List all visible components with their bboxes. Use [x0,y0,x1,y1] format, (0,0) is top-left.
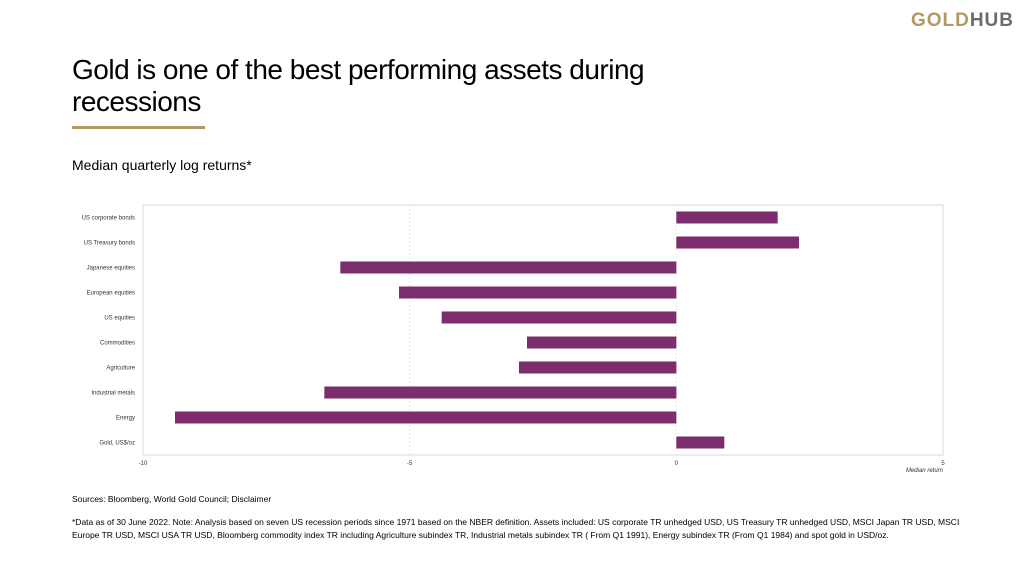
x-axis-label: Median return [906,468,944,474]
category-label: Japanese equities [87,266,135,272]
category-label: Energy [116,416,135,422]
x-tick-label: -5 [407,461,413,467]
bar [527,336,677,349]
plot-area [142,204,944,456]
title-underline [72,126,205,129]
bar [676,211,778,224]
category-label: Agriculture [106,366,135,372]
bar [441,311,677,324]
bar [324,386,677,399]
x-tick-label: -10 [139,461,148,467]
category-label: US corporate bonds [82,216,135,222]
logo-gold-text: GOLD [910,10,970,31]
category-label: European equities [87,291,135,297]
category-label: US Treasury bonds [84,241,135,247]
sources-text: Sources: Bloomberg, World Gold Council; … [72,494,272,504]
category-label: US equities [104,316,135,322]
footnote-text: *Data as of 30 June 2022. Note: Analysis… [72,517,960,540]
bar [399,286,677,299]
bar [175,411,677,424]
x-tick-label: 0 [675,461,679,467]
category-label: Commodities [100,341,135,347]
bar [519,361,677,374]
logo-hub-text: HUB [969,10,1014,31]
bar [676,236,799,249]
bar [676,436,725,449]
bar [340,261,677,274]
category-label: Gold, US$/oz [99,441,135,447]
category-label: Industrial metals [91,391,135,397]
chart-subtitle: Median quarterly log returns* [72,157,252,173]
goldhub-logo[interactable]: GOLDHUB [911,10,1014,32]
x-tick-label: 5 [941,461,945,467]
page-title: Gold is one of the best performing asset… [72,54,645,117]
